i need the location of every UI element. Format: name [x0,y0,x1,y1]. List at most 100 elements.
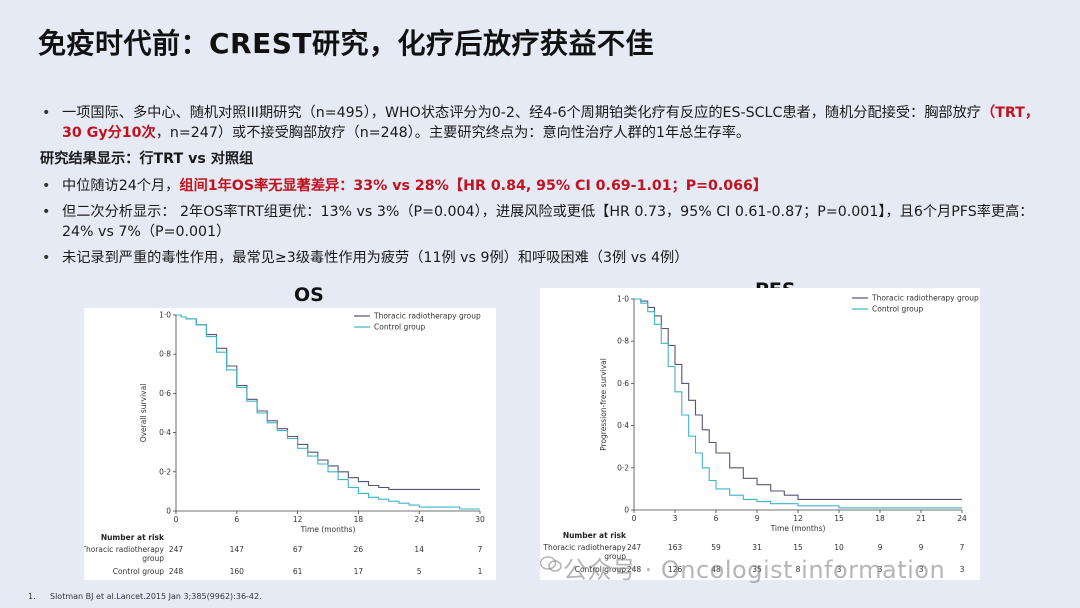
risk-table-title: Number at risk [101,533,165,542]
slide-title: 免疫时代前：CREST研究，化疗后放疗获益不佳 [38,27,655,60]
risk-row-label: group [604,552,626,561]
risk-value: 31 [752,543,762,552]
y-tick-label: 0 [624,506,629,515]
risk-value: 26 [354,545,364,554]
bullet-text: 但二次分析显示： 2年OS率TRT组更优：13% vs 3%（P=0.004），… [62,204,1034,240]
risk-value: 8 [796,565,801,574]
control-survival-curve [176,314,480,510]
risk-value: 5 [417,567,422,576]
risk-value: 3 [878,565,883,574]
x-tick-label: 18 [875,514,885,523]
x-tick-label: 0 [174,515,179,524]
risk-value: 14 [414,545,424,554]
highlight-os-result: 组间1年OS率无显著差异：33% vs 28%【HR 0.84, 95% CI … [179,178,768,194]
risk-value: 163 [668,543,683,552]
control-survival-curve [634,298,962,509]
risk-table-title: Number at risk [563,531,627,540]
bullet-text: 一项国际、多中心、随机对照III期研究（n=495），WHO状态评分为0-2、经… [62,105,981,121]
x-tick-label: 21 [916,514,926,523]
x-tick-label: 9 [755,514,760,523]
y-tick-label: 0·4 [617,421,629,430]
bullet-text: ，n=247）或不接受胸部放疗（n=248）。主要研究终点为：意向性治疗人群的1… [155,125,751,141]
y-tick-label: 0·8 [159,350,171,359]
risk-value: 9 [878,543,883,552]
risk-value: 1 [478,567,483,576]
risk-value: 9 [919,543,924,552]
trt-survival-curve [634,298,962,500]
risk-value: 3 [919,565,924,574]
risk-value: 48 [711,565,721,574]
watermark: 公众号 · Oncologist information [563,556,946,584]
os-chart-heading: OS [294,284,324,306]
risk-value: 126 [668,565,683,574]
risk-value: 248 [627,565,642,574]
x-axis-title: Time (months) [770,524,826,533]
x-tick-label: 15 [834,514,844,523]
x-tick-label: 6 [714,514,719,523]
y-tick-label: 0·4 [159,428,171,437]
y-tick-label: 0·2 [617,463,629,472]
risk-value: 147 [230,545,245,554]
risk-value: 7 [960,543,965,552]
y-tick-label: 0·6 [159,389,171,398]
risk-value: 59 [711,543,721,552]
risk-value: 10 [834,543,844,552]
y-tick-label: 0 [166,507,171,516]
risk-value: 248 [169,567,184,576]
x-axis-title: Time (months) [300,525,356,534]
wechat-icon [540,556,562,572]
reference-text: Slotman BJ et al.Lancet.2015 Jan 3;385(9… [50,592,262,601]
risk-value: 35 [752,565,762,574]
risk-row-label: Control group [113,567,165,576]
x-tick-label: 0 [632,514,637,523]
legend-label: Control group [374,323,426,332]
y-tick-label: 0·6 [617,379,629,388]
y-tick-label: 1·0 [159,311,171,320]
pfs-chart: 0 0·2 0·4 0·6 0·8 1·0 0 3 6 9 12 15 18 21 24 Time (mont… [542,294,979,575]
x-tick-label: 24 [414,515,424,524]
x-tick-label: 30 [475,515,485,524]
content-block: 一项国际、多中心、随机对照III期研究（n=495），WHO状态评分为0-2、经… [40,103,1050,274]
trt-survival-curve [176,314,480,490]
x-tick-label: 12 [293,515,303,524]
risk-value: 3 [837,565,842,574]
x-tick-label: 12 [793,514,803,523]
risk-value: 3 [960,565,965,574]
risk-value: 247 [627,543,642,552]
bullet-study-design: 一项国际、多中心、随机对照III期研究（n=495），WHO状态评分为0-2、经… [40,103,1050,143]
bullet-text: 中位随访24个月， [62,178,180,194]
risk-row-label: Control group [575,565,627,574]
risk-row-label: group [142,554,164,563]
bullet-primary-result: 中位随访24个月，组间1年OS率无显著差异：33% vs 28%【HR 0.84… [40,176,1050,196]
os-chart-panel: 0 0·2 0·4 0·6 0·8 1·0 0 6 12 18 24 30 Time (months) O… [80,308,496,580]
risk-value: 61 [293,567,303,576]
bullet-toxicity: 未记录到严重的毒性作用，最常见≥3级毒性作用为疲劳（11例 vs 9例）和呼吸困… [40,248,1050,268]
reference: 1. Slotman BJ et al.Lancet.2015 Jan 3;385… [28,592,262,601]
pfs-chart-panel: 0 0·2 0·4 0·6 0·8 1·0 0 3 6 9 12 15 18 21 24 Time (mont… [540,288,980,580]
risk-value: 67 [293,545,303,554]
risk-value: 7 [478,545,483,554]
x-tick-label: 3 [673,514,678,523]
legend-label: Control group [872,305,924,314]
risk-value: 160 [230,567,245,576]
risk-row-label: Thoracic radiotherapy [542,543,626,552]
y-tick-label: 0·2 [159,467,171,476]
legend-label: Thoracic radiotherapy group [373,312,481,321]
results-subheading: 研究结果显示：行TRT vs 对照组 [40,151,254,167]
y-tick-label: 0·8 [617,337,629,346]
risk-value: 15 [793,543,803,552]
risk-row-label: Thoracic radiotherapy [84,545,165,554]
y-axis-title: Overall survival [139,384,148,443]
x-tick-label: 24 [957,514,967,523]
y-axis-title: Progression-free survival [599,358,608,451]
risk-value: 247 [169,545,184,554]
bullet-text: 未记录到严重的毒性作用，最常见≥3级毒性作用为疲劳（11例 vs 9例）和呼吸困… [62,250,689,266]
risk-value: 17 [354,567,364,576]
x-tick-label: 6 [234,515,239,524]
bullet-secondary-result: 但二次分析显示： 2年OS率TRT组更优：13% vs 3%（P=0.004），… [40,202,1050,242]
reference-number: 1. [28,592,36,601]
x-tick-label: 18 [354,515,364,524]
highlight-trt-dose: （TRT，30 Gy分10次 [62,105,1040,141]
legend-label: Thoracic radiotherapy group [871,294,979,303]
y-tick-label: 1·0 [617,295,629,304]
